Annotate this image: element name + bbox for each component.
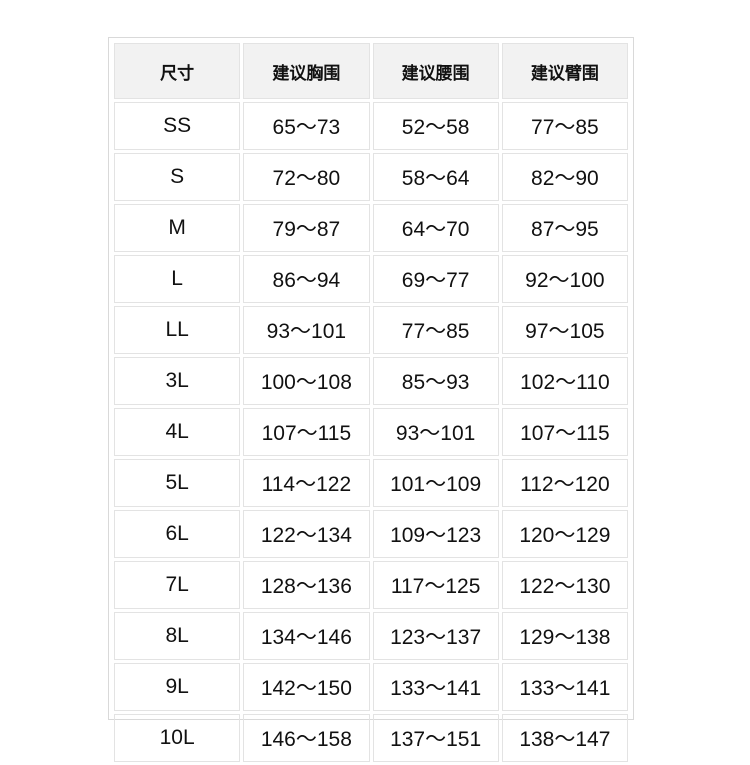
- column-header: 建议腰围: [372, 43, 499, 99]
- measurement-cell: 120～129: [501, 510, 628, 558]
- measurement-cell: 93～101: [243, 306, 370, 354]
- measurement-cell: 101～109: [372, 459, 499, 507]
- measurement-cell: 52～58: [372, 102, 499, 150]
- measurement-cell: 109～123: [372, 510, 499, 558]
- measurement-cell: 107～115: [501, 408, 628, 456]
- measurement-cell: 138～147: [501, 714, 628, 762]
- measurement-cell: 123～137: [372, 612, 499, 660]
- measurement-cell: 77～85: [372, 306, 499, 354]
- measurement-cell: 65～73: [243, 102, 370, 150]
- measurement-cell: 58～64: [372, 153, 499, 201]
- table-row: 10L 146～158 137～151 138～147: [114, 714, 628, 762]
- measurement-cell: 122～134: [243, 510, 370, 558]
- measurement-cell: 146～158: [243, 714, 370, 762]
- table-row: 6L 122～134 109～123 120～129: [114, 510, 628, 558]
- measurement-cell: 77～85: [501, 102, 628, 150]
- measurement-cell: 114～122: [243, 459, 370, 507]
- measurement-cell: 100～108: [243, 357, 370, 405]
- measurement-cell: 87～95: [501, 204, 628, 252]
- measurement-cell: 137～151: [372, 714, 499, 762]
- table-row: LL 93～101 77～85 97～105: [114, 306, 628, 354]
- measurement-cell: 133～141: [372, 663, 499, 711]
- table-row: 8L 134～146 123～137 129～138: [114, 612, 628, 660]
- measurement-cell: 85～93: [372, 357, 499, 405]
- measurement-cell: 97～105: [501, 306, 628, 354]
- measurement-cell: 102～110: [501, 357, 628, 405]
- measurement-cell: 128～136: [243, 561, 370, 609]
- table-row: 4L 107～115 93～101 107～115: [114, 408, 628, 456]
- table-row: 5L 114～122 101～109 112～120: [114, 459, 628, 507]
- column-header: 尺寸: [114, 43, 241, 99]
- table-row: SS 65～73 52～58 77～85: [114, 102, 628, 150]
- measurement-cell: 69～77: [372, 255, 499, 303]
- measurement-cell: 93～101: [372, 408, 499, 456]
- size-cell: 4L: [114, 408, 241, 456]
- size-cell: 10L: [114, 714, 241, 762]
- header-row: 尺寸 建议胸围 建议腰围 建议臂围: [114, 43, 628, 99]
- table-row: 7L 128～136 117～125 122～130: [114, 561, 628, 609]
- table-row: 9L 142～150 133～141 133～141: [114, 663, 628, 711]
- size-cell: 6L: [114, 510, 241, 558]
- measurement-cell: 142～150: [243, 663, 370, 711]
- size-cell: S: [114, 153, 241, 201]
- table-row: M 79～87 64～70 87～95: [114, 204, 628, 252]
- measurement-cell: 64～70: [372, 204, 499, 252]
- size-cell: SS: [114, 102, 241, 150]
- measurement-cell: 129～138: [501, 612, 628, 660]
- size-table: 尺寸 建议胸围 建议腰围 建议臂围 SS 65～73 52～58 77～85 S 72～80 58…: [111, 40, 631, 765]
- measurement-cell: 112～120: [501, 459, 628, 507]
- measurement-cell: 72～80: [243, 153, 370, 201]
- measurement-cell: 79～87: [243, 204, 370, 252]
- measurement-cell: 82～90: [501, 153, 628, 201]
- size-cell: L: [114, 255, 241, 303]
- size-cell: 9L: [114, 663, 241, 711]
- measurement-cell: 134～146: [243, 612, 370, 660]
- measurement-cell: 92～100: [501, 255, 628, 303]
- size-cell: 5L: [114, 459, 241, 507]
- measurement-cell: 107～115: [243, 408, 370, 456]
- size-cell: 7L: [114, 561, 241, 609]
- measurement-cell: 122～130: [501, 561, 628, 609]
- size-chart: 尺寸 建议胸围 建议腰围 建议臂围 SS 65～73 52～58 77～85 S 72～80 58…: [108, 37, 634, 762]
- column-header: 建议胸围: [243, 43, 370, 99]
- column-header: 建议臂围: [501, 43, 628, 99]
- measurement-cell: 86～94: [243, 255, 370, 303]
- size-cell: 8L: [114, 612, 241, 660]
- size-cell: LL: [114, 306, 241, 354]
- table-row: S 72～80 58～64 82～90: [114, 153, 628, 201]
- measurement-cell: 117～125: [372, 561, 499, 609]
- size-cell: M: [114, 204, 241, 252]
- size-cell: 3L: [114, 357, 241, 405]
- measurement-cell: 133～141: [501, 663, 628, 711]
- table-row: L 86～94 69～77 92～100: [114, 255, 628, 303]
- table-row: 3L 100～108 85～93 102～110: [114, 357, 628, 405]
